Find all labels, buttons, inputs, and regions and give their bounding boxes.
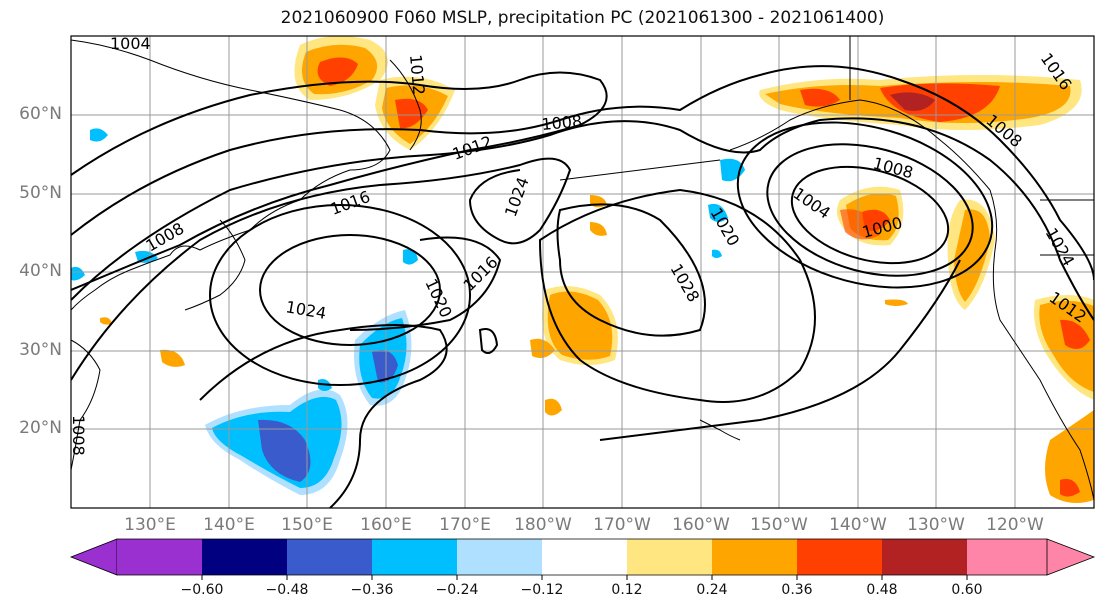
colorbar-tick-label: 0.60 — [951, 582, 983, 598]
coast-north-america — [989, 189, 1094, 501]
colorbar-segment — [542, 539, 627, 575]
lat-label: 60°N — [19, 104, 62, 124]
coast-japan — [184, 219, 246, 311]
lon-label: 140°W — [829, 515, 887, 535]
isobars — [71, 65, 1094, 508]
graticule — [71, 36, 1094, 508]
colorbar-tick-label: −0.60 — [180, 582, 224, 598]
colorbar-segment — [797, 539, 882, 575]
colorbar — [69, 538, 1096, 580]
map-title: 2021060900 F060 MSLP, precipitation PC (… — [280, 8, 885, 28]
isobar-label: 1008 — [541, 112, 583, 134]
precipitation-layer — [71, 36, 1094, 504]
colorbar-tick-label: −0.24 — [435, 582, 479, 598]
lon-label: 140°E — [203, 515, 255, 535]
colorbar-segment — [882, 539, 967, 575]
lon-label: 130°E — [124, 515, 176, 535]
lon-label: 150°W — [750, 515, 808, 535]
coast-alaska — [729, 99, 991, 191]
colorbar-segment — [627, 539, 712, 575]
colorbar-segment — [287, 539, 372, 575]
lon-label: 170°W — [593, 515, 651, 535]
colorbar-extend-left — [69, 538, 118, 576]
coast-asia — [71, 39, 391, 311]
colorbar-extend-right — [1046, 538, 1096, 576]
colorbar-tick-label: 0.48 — [866, 582, 898, 598]
lat-label: 40°N — [19, 261, 62, 281]
coast-aleutians — [559, 159, 721, 181]
map-frame — [70, 35, 1095, 509]
lon-label: 120°W — [986, 515, 1044, 535]
colorbar-segment — [202, 539, 287, 575]
lon-label: 170°E — [439, 515, 491, 535]
colorbar-tick-label: 0.36 — [781, 582, 813, 598]
lat-label: 30°N — [19, 340, 62, 360]
colorbar-tick-label: −0.12 — [520, 582, 564, 598]
lon-label: 160°E — [360, 515, 412, 535]
coastlines — [71, 36, 1094, 501]
isobar-label: 1004 — [110, 34, 151, 53]
colorbar-segment — [712, 539, 797, 575]
coast-hawaii — [699, 419, 741, 441]
isobar-label: 1008 — [69, 415, 88, 456]
lon-label: 150°E — [281, 515, 333, 535]
lon-label: 160°W — [672, 515, 730, 535]
colorbar-segment — [117, 539, 202, 575]
colorbar-segment — [967, 539, 1047, 575]
colorbar-tick-label: 0.12 — [611, 582, 643, 598]
colorbar-tick-label: −0.48 — [265, 582, 309, 598]
isobar-label: 1012 — [406, 54, 428, 96]
colorbar-tick-label: 0.24 — [696, 582, 728, 598]
lat-label: 50°N — [19, 183, 62, 203]
colorbar-segment — [457, 539, 542, 575]
colorbar-segment — [372, 539, 457, 575]
colorbar-tick-label: −0.36 — [350, 582, 394, 598]
lon-label: 180°W — [514, 515, 572, 535]
lat-label: 20°N — [19, 418, 62, 438]
coast-kamchatka — [389, 59, 422, 151]
lon-label: 130°W — [907, 515, 965, 535]
coast-korea-china — [71, 339, 101, 471]
